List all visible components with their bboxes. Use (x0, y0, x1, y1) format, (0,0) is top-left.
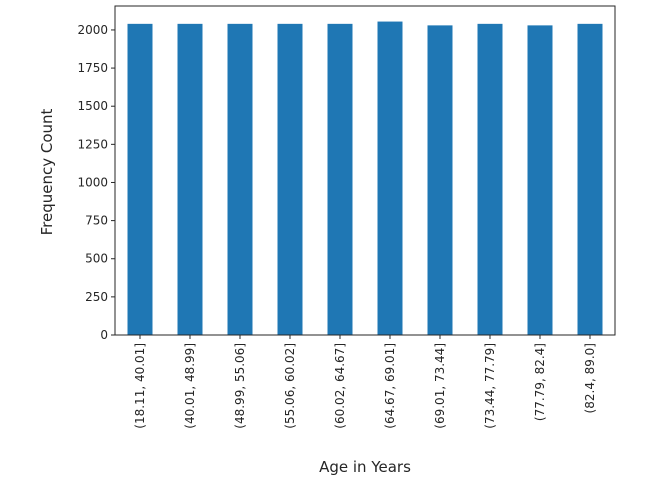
bar (377, 21, 403, 336)
bar (127, 23, 153, 336)
x-tick-label: (40.01, 48.99] (183, 343, 197, 429)
y-tick-label: 1750 (77, 61, 108, 75)
x-tick-label: (69.01, 73.44] (433, 343, 447, 429)
plot-frame (114, 5, 616, 336)
bar (577, 23, 603, 336)
bar (177, 23, 203, 336)
x-tick-label: (64.67, 69.01] (383, 343, 397, 429)
y-tick-label: 250 (85, 290, 108, 304)
y-tick-label: 500 (85, 252, 108, 266)
y-tick-label: 0 (100, 328, 108, 342)
x-tick-label: (60.02, 64.67] (333, 343, 347, 429)
x-axis-label: Age in Years (319, 458, 411, 476)
bar (227, 23, 253, 336)
x-tick-label: (18.11, 40.01] (133, 343, 147, 429)
bar (427, 25, 453, 336)
y-axis-label: Frequency Count (38, 108, 56, 235)
bar (477, 23, 503, 336)
x-tick-label: (48.99, 55.06] (233, 343, 247, 429)
y-tick-label: 1000 (77, 175, 108, 189)
x-tick-label: (55.06, 60.02] (283, 343, 297, 429)
y-tick-label: 2000 (77, 23, 108, 37)
y-tick-label: 750 (85, 214, 108, 228)
bar (327, 23, 353, 336)
x-tick-label: (77.79, 82.4] (533, 343, 547, 421)
x-tick-label: (73.44, 77.79] (483, 343, 497, 429)
x-tick-label: (82.4, 89.0] (583, 343, 597, 413)
bar (527, 25, 553, 336)
bar (277, 23, 303, 336)
y-tick-label: 1250 (77, 137, 108, 151)
y-tick-label: 1500 (77, 99, 108, 113)
